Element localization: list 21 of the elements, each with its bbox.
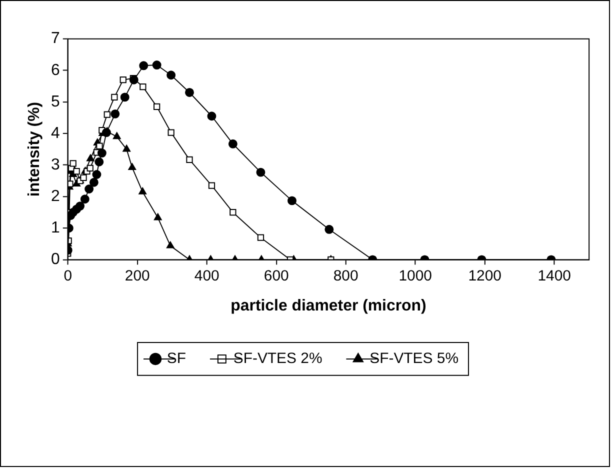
x-tick-label: 0 — [64, 268, 72, 285]
x-axis-title: particle diameter (micron) — [230, 297, 426, 314]
x-tick-label: 1000 — [398, 268, 432, 285]
y-tick-label: 6 — [51, 62, 60, 79]
x-tick-label: 1200 — [468, 268, 502, 285]
x-tick-label: 200 — [124, 268, 150, 285]
y-axis-title: intensity (%) — [26, 102, 43, 197]
legend-label: SF-VTES 5% — [370, 350, 458, 368]
y-tick-label: 2 — [51, 188, 60, 205]
y-tick-label: 4 — [51, 124, 60, 142]
x-tick-label: 800 — [333, 268, 358, 285]
x-tick-label: 1400 — [538, 268, 571, 285]
y-tick-label: 5 — [51, 93, 60, 110]
y-tick-label: 1 — [51, 220, 60, 237]
y-tick-label: 3 — [51, 156, 60, 174]
y-tick-label: 0 — [51, 251, 60, 268]
legend-label: SF-VTES 2% — [233, 350, 322, 368]
y-tick-label: 7 — [51, 30, 60, 48]
legend-label: SF — [166, 350, 186, 368]
x-tick-label: 600 — [264, 268, 289, 285]
x-tick-label: 400 — [194, 268, 220, 285]
